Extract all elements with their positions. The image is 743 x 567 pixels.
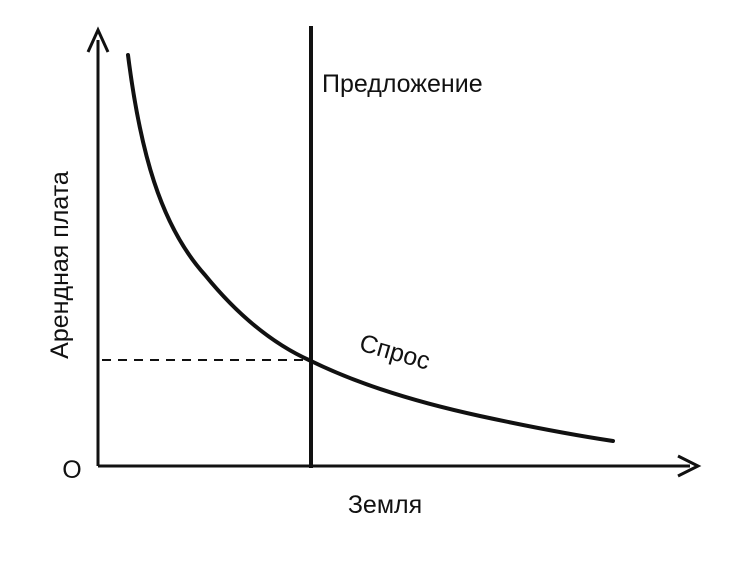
x-axis-arrowhead <box>677 454 702 478</box>
demand-label: Спрос <box>356 329 433 376</box>
y-axis-arrowhead <box>86 26 110 53</box>
y-axis-label: Арендная плата <box>46 171 74 359</box>
x-axis-label: Земля <box>348 491 422 519</box>
supply-label: Предложение <box>322 70 483 98</box>
demand-curve <box>126 53 615 443</box>
origin-label: O <box>62 456 81 484</box>
